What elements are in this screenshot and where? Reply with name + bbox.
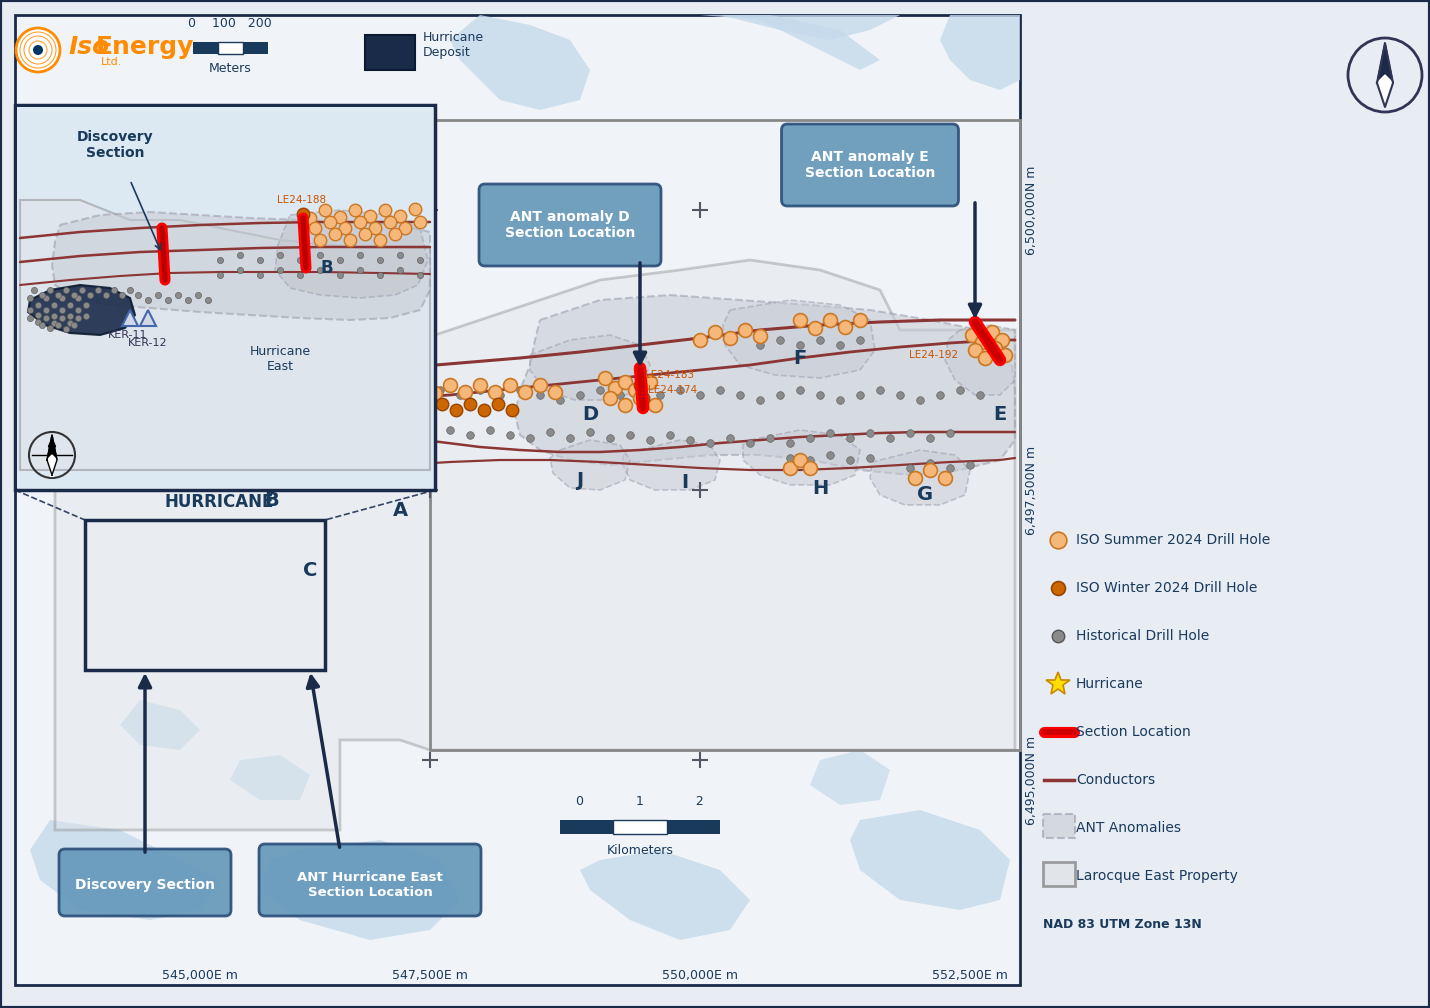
Text: Hurricane
East: Hurricane East [249,345,310,373]
Bar [1042,814,1075,838]
Text: ANT Hurricane East
Section Location: ANT Hurricane East Section Location [297,871,443,899]
Polygon shape [581,850,749,940]
Bar [14,105,435,490]
Text: F: F [794,349,807,368]
Text: LE24-183: LE24-183 [645,370,694,380]
Text: A: A [392,501,408,519]
Polygon shape [120,700,200,750]
Polygon shape [80,388,160,428]
FancyBboxPatch shape [259,844,480,916]
Text: Hurricane
Deposit: Hurricane Deposit [423,31,485,59]
Polygon shape [809,750,889,805]
FancyBboxPatch shape [782,124,958,206]
Polygon shape [531,335,651,400]
Bar [243,42,267,54]
Text: 0             1             2: 0 1 2 [576,795,704,808]
Polygon shape [869,450,970,505]
Polygon shape [1377,43,1393,83]
Polygon shape [744,430,859,485]
Text: G: G [917,486,932,504]
Polygon shape [30,820,220,920]
Text: Hurricane: Hurricane [1075,677,1144,691]
Text: B: B [265,491,279,509]
Polygon shape [260,840,460,940]
Text: H: H [812,479,828,498]
Text: LE24-192: LE24-192 [909,350,958,360]
Text: Ltd.: Ltd. [102,57,123,67]
Text: Meters: Meters [209,62,252,75]
Text: 547,500E m: 547,500E m [392,969,468,982]
Polygon shape [515,295,1015,475]
Polygon shape [551,440,631,490]
Text: 6,495,000N m: 6,495,000N m [1025,736,1038,825]
Bar [193,42,217,54]
Bar [17,107,433,488]
Text: ANT anomaly E
Section Location: ANT anomaly E Section Location [805,150,935,180]
Text: Larocque East Property: Larocque East Property [1075,869,1238,883]
Text: Energy: Energy [96,35,194,59]
Polygon shape [275,210,428,298]
Bar [613,820,666,834]
Text: Iso: Iso [69,35,109,59]
Text: LE24-174: LE24-174 [648,385,698,395]
Bar [430,120,1020,750]
Text: Discovery
Section: Discovery Section [77,130,153,160]
Bar [666,820,719,834]
Polygon shape [29,285,134,335]
Bar [217,42,243,54]
Text: Section Location: Section Location [1075,725,1191,739]
Text: I: I [682,473,689,492]
Text: C: C [303,560,317,580]
Text: ANT Anomalies: ANT Anomalies [1075,821,1181,835]
Text: LE24-188: LE24-188 [277,195,326,205]
Bar [84,520,325,670]
Text: 545,000E m: 545,000E m [162,969,237,982]
Text: KER-11: KER-11 [109,330,147,340]
Polygon shape [20,200,430,470]
Polygon shape [1377,75,1393,107]
Polygon shape [724,300,875,378]
Text: 0    100   200: 0 100 200 [189,17,272,30]
Polygon shape [849,810,1010,910]
Polygon shape [622,440,719,490]
Text: 6,500,000N m: 6,500,000N m [1025,165,1038,255]
Text: 6,497,500N m: 6,497,500N m [1025,446,1038,534]
Text: ISO Winter 2024 Drill Hole: ISO Winter 2024 Drill Hole [1075,581,1257,595]
Text: ANT anomaly D
Section Location: ANT anomaly D Section Location [505,210,635,240]
Polygon shape [79,375,400,450]
Text: D: D [582,405,598,424]
Text: Historical Drill Hole: Historical Drill Hole [1075,629,1210,643]
Polygon shape [651,15,899,40]
Polygon shape [47,435,57,460]
Text: LE24-188: LE24-188 [290,358,339,368]
Polygon shape [47,455,57,475]
Polygon shape [701,15,879,70]
Bar [1042,862,1075,886]
Text: NAD 83 UTM Zone 13N: NAD 83 UTM Zone 13N [1042,917,1201,930]
Text: Conductors: Conductors [1075,773,1155,787]
Circle shape [33,45,43,55]
Bar [14,15,1020,985]
Text: HURRICANE: HURRICANE [164,493,275,511]
Text: E: E [994,405,1007,424]
Polygon shape [230,755,310,800]
Circle shape [16,28,60,72]
Polygon shape [450,15,591,110]
Text: Kilometers: Kilometers [606,844,674,857]
Polygon shape [54,260,1015,830]
Text: 552,500E m: 552,500E m [932,969,1008,982]
Text: 550,000E m: 550,000E m [662,969,738,982]
FancyBboxPatch shape [59,849,232,916]
Polygon shape [51,212,430,320]
Text: ISO Summer 2024 Drill Hole: ISO Summer 2024 Drill Hole [1075,533,1270,547]
Polygon shape [945,325,1015,395]
Polygon shape [940,15,1020,90]
Text: J: J [576,471,583,490]
Bar [365,35,415,70]
Bar [561,820,613,834]
Text: B: B [320,259,333,277]
Text: KER-12: KER-12 [129,338,167,348]
FancyBboxPatch shape [479,184,661,266]
Text: Discovery Section: Discovery Section [74,878,214,892]
